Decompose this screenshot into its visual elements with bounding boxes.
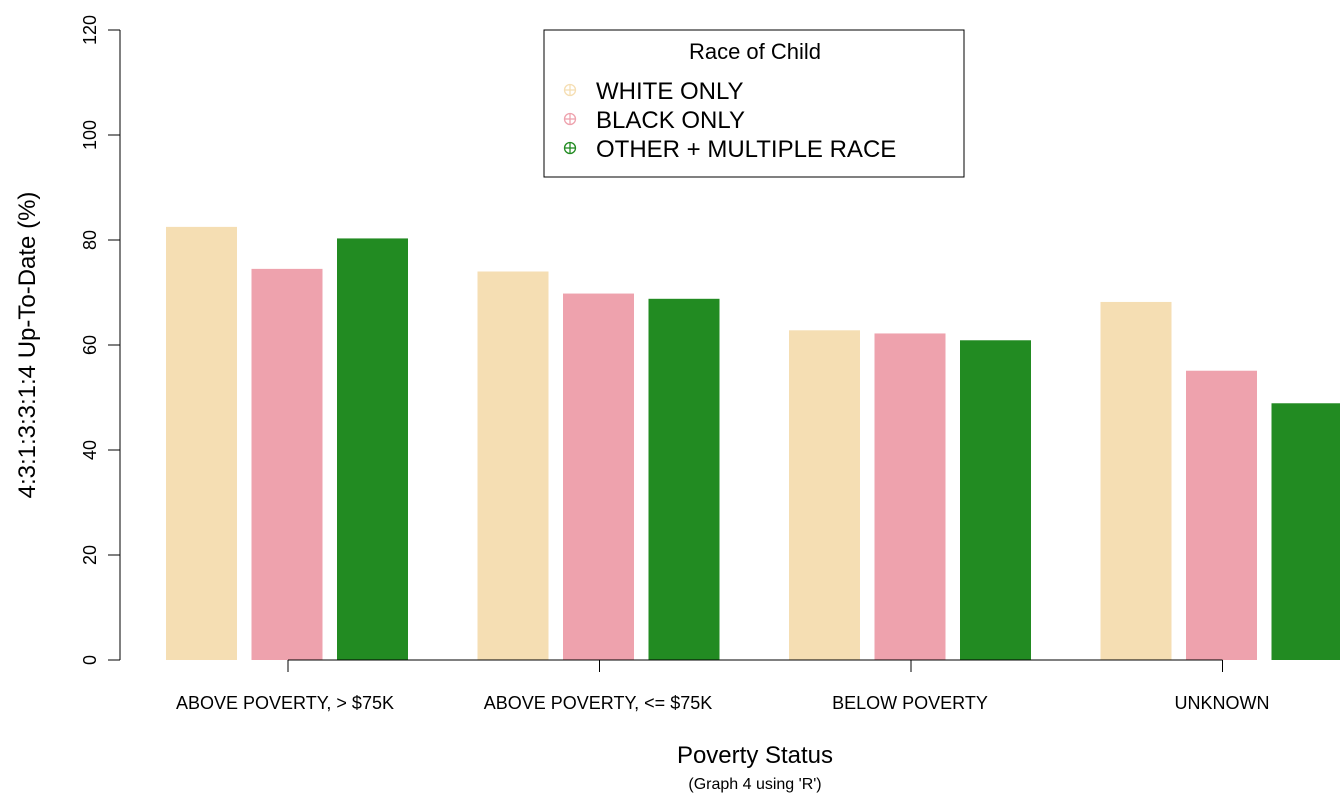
- bar-other-multiple-race-2: [648, 298, 720, 660]
- bar-black-only-4: [1186, 370, 1257, 660]
- bar-black-only-2: [563, 293, 634, 660]
- legend-item: OTHER + MULTIPLE RACE: [563, 136, 896, 163]
- x-axis-title: Poverty Status: [677, 742, 833, 769]
- x-tick-label: ABOVE POVERTY, > $75K: [176, 693, 394, 713]
- y-tick-label: 80: [80, 230, 100, 250]
- y-tick-label: 60: [80, 335, 100, 355]
- legend-item: BLACK ONLY: [563, 107, 745, 134]
- bar-white-only-4: [1100, 301, 1172, 660]
- y-tick-label: 20: [80, 545, 100, 565]
- legend-item: WHITE ONLY: [563, 78, 744, 105]
- legend-box: [543, 29, 965, 178]
- legend-label: BLACK ONLY: [596, 107, 745, 134]
- legend-label: OTHER + MULTIPLE RACE: [596, 136, 896, 163]
- y-tick-label: 100: [80, 120, 100, 150]
- x-tick-label: UNKNOWN: [1175, 693, 1270, 713]
- y-tick-label: 40: [80, 440, 100, 460]
- x-tick-label: ABOVE POVERTY, <= $75K: [484, 693, 712, 713]
- legend-label: WHITE ONLY: [596, 78, 744, 105]
- chart-subtitle: (Graph 4 using 'R'): [688, 776, 821, 793]
- bar-other-multiple-race-3: [960, 340, 1031, 660]
- legend-title: Race of Child: [689, 39, 821, 64]
- bar-white-only-2: [477, 271, 549, 660]
- x-axis: ABOVE POVERTY, > $75K ABOVE POVERTY, <= $…: [176, 659, 1270, 713]
- y-tick-label: 0: [80, 655, 100, 665]
- bar-other-multiple-race-4: [1271, 403, 1340, 660]
- bars-layer: [166, 226, 1340, 661]
- bar-black-only-1: [251, 268, 323, 660]
- bar-black-only-3: [874, 333, 946, 660]
- bar-other-multiple-race-1: [337, 238, 408, 661]
- bar-white-only-3: [789, 330, 860, 660]
- y-tick-label: 120: [80, 15, 100, 45]
- y-axis-title: 4:3:1:3:3:1:4 Up-To-Date (%): [14, 192, 41, 499]
- x-tick-label: BELOW POVERTY: [832, 693, 988, 713]
- bar-white-only-1: [166, 226, 237, 660]
- y-axis: 0 20 40 60 80 100 120: [80, 15, 121, 665]
